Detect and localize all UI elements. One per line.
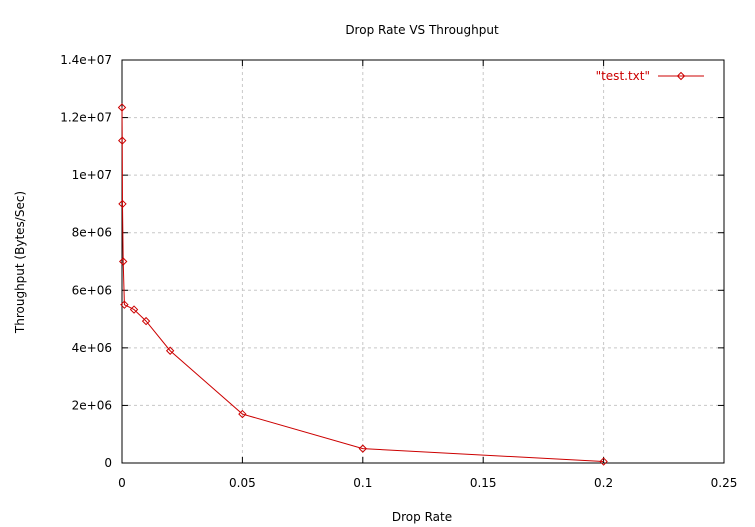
data-point bbox=[129, 305, 139, 314]
legend-marker bbox=[676, 71, 686, 81]
data-point bbox=[358, 444, 368, 453]
series-line bbox=[121, 107, 604, 463]
data-point bbox=[118, 136, 127, 145]
y-tick-label: 1.4e+07 bbox=[60, 53, 112, 67]
chart-title: Drop Rate VS Throughput bbox=[345, 23, 499, 37]
legend-label: "test.txt" bbox=[596, 69, 650, 83]
grid bbox=[122, 60, 724, 463]
x-tick-label: 0.25 bbox=[711, 476, 738, 490]
y-tick-label: 1e+07 bbox=[72, 168, 112, 182]
data-point bbox=[165, 346, 175, 355]
legend: "test.txt" bbox=[596, 69, 704, 83]
y-tick-label: 8e+06 bbox=[72, 226, 112, 240]
data-point bbox=[120, 300, 129, 309]
series bbox=[117, 103, 608, 466]
plot-frame bbox=[121, 59, 725, 464]
data-point bbox=[117, 103, 127, 112]
data-point bbox=[599, 457, 608, 466]
x-tick-label: 0.1 bbox=[353, 476, 372, 490]
y-tick-label: 6e+06 bbox=[72, 283, 112, 297]
x-tick-label: 0.15 bbox=[470, 476, 497, 490]
x-tick-label: 0 bbox=[118, 476, 126, 490]
data-point bbox=[118, 257, 128, 266]
y-tick-label: 1.2e+07 bbox=[60, 111, 112, 125]
y-tick-label: 4e+06 bbox=[72, 341, 112, 355]
y-axis-label: Throughput (Bytes/Sec) bbox=[13, 191, 27, 334]
x-axis-label: Drop Rate bbox=[392, 510, 452, 524]
ticks: 0 0.05 0.1 0.15 0.2 0.25 0 2e+06 4e+06 6e+06 8e+06… bbox=[60, 53, 737, 490]
x-tick-label: 0.2 bbox=[594, 476, 613, 490]
y-tick-label: 0 bbox=[104, 456, 112, 470]
data-point bbox=[238, 409, 247, 419]
x-tick-label: 0.05 bbox=[229, 476, 256, 490]
y-tick-label: 2e+06 bbox=[72, 398, 112, 412]
data-point bbox=[118, 199, 127, 209]
data-point bbox=[141, 316, 151, 326]
